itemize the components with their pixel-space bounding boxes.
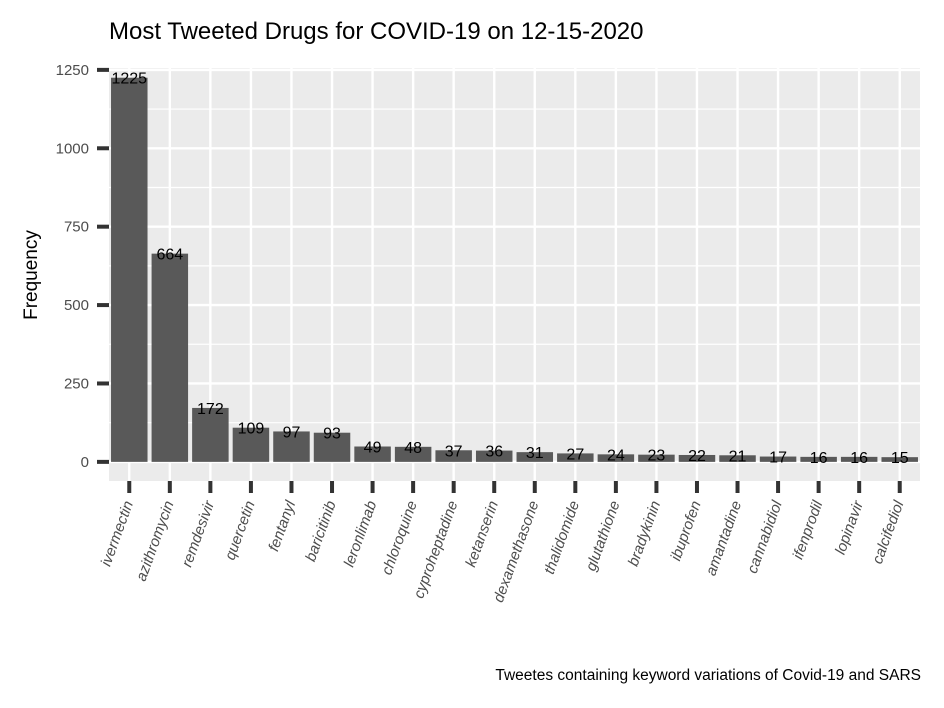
bar-dexamethasone [516,452,554,462]
chart-caption: Tweetes containing keyword variations of… [495,667,921,684]
data-label: 109 [238,421,265,438]
data-label: 48 [404,440,422,457]
x-tick-label: calcifediol [869,498,908,566]
data-label: 22 [688,448,706,465]
bar-cannabidiol [759,456,797,462]
y-tick-label: 500 [64,297,89,314]
bar-thalidomide [557,453,594,462]
data-label: 23 [648,448,666,465]
x-tick-label: leronlimab [341,499,381,570]
bar-ifenprodil [800,456,837,462]
bar-ivermectin [111,77,148,462]
bar-azithromycin [151,253,189,462]
bar-glutathione [597,454,635,462]
bar-fentanyl [273,431,310,462]
x-tick-label: glutathione [583,499,624,574]
data-label: 21 [729,448,747,465]
bar-cyproheptadine [435,450,472,462]
x-tick-label: ifenprodil [790,498,827,562]
data-label: 172 [197,401,224,418]
x-tick-label: lopinavir [832,498,867,557]
x-tick-label: azithromycin [133,499,178,584]
data-label: 93 [323,426,341,443]
data-label: 16 [850,450,868,467]
data-label: 24 [607,447,625,464]
data-label: 97 [283,424,301,441]
x-tick-label: baricitinib [302,499,340,564]
data-label: 36 [485,444,503,461]
data-label: 664 [156,247,183,264]
data-label: 1225 [111,71,147,88]
data-label: 17 [769,450,787,467]
chart-title: Most Tweeted Drugs for COVID-19 on 12-15… [109,18,644,45]
plot-panel [109,68,920,481]
x-tick-label: cyproheptadine [410,499,461,601]
bar-quercetin [232,427,270,462]
x-tick-label: bradykinin [625,499,664,569]
bar-calcifediol [881,457,918,462]
bar-ketanserin [475,450,513,462]
bar-remdesivir [192,407,229,462]
x-tick-label: remdesivir [178,498,218,570]
x-tick-label: ivermectin [98,499,137,569]
y-tick-label: 0 [81,454,89,471]
data-label: 31 [526,445,544,462]
x-tick-label: quercetin [222,499,259,563]
y-tick-label: 1000 [56,140,89,157]
bar-ibuprofen [678,454,716,462]
data-label: 16 [810,450,828,467]
data-label: 37 [445,443,463,460]
x-tick-label: ibuprofen [667,499,704,564]
bar-lopinavir [840,456,878,462]
bar-chloroquine [394,446,432,462]
x-tick-label: fentanyl [265,498,299,554]
x-tick-label: thalidomide [541,499,583,577]
x-tick-label: ketanserin [462,499,502,570]
bar-leronlimab [354,446,391,462]
y-tick-label: 1250 [56,62,89,79]
data-label: 27 [566,446,584,463]
bar-baricitinib [313,432,351,462]
y-tick-label: 250 [64,375,89,392]
x-tick-label: cannabidiol [744,498,786,576]
x-tick-label: amantadine [702,499,745,578]
bar-bradykinin [638,454,675,462]
data-label: 15 [891,450,909,467]
x-tick-label: chloroquine [378,499,421,578]
bar-amantadine [719,455,756,462]
y-tick-label: 750 [64,219,89,236]
data-label: 49 [364,440,382,457]
